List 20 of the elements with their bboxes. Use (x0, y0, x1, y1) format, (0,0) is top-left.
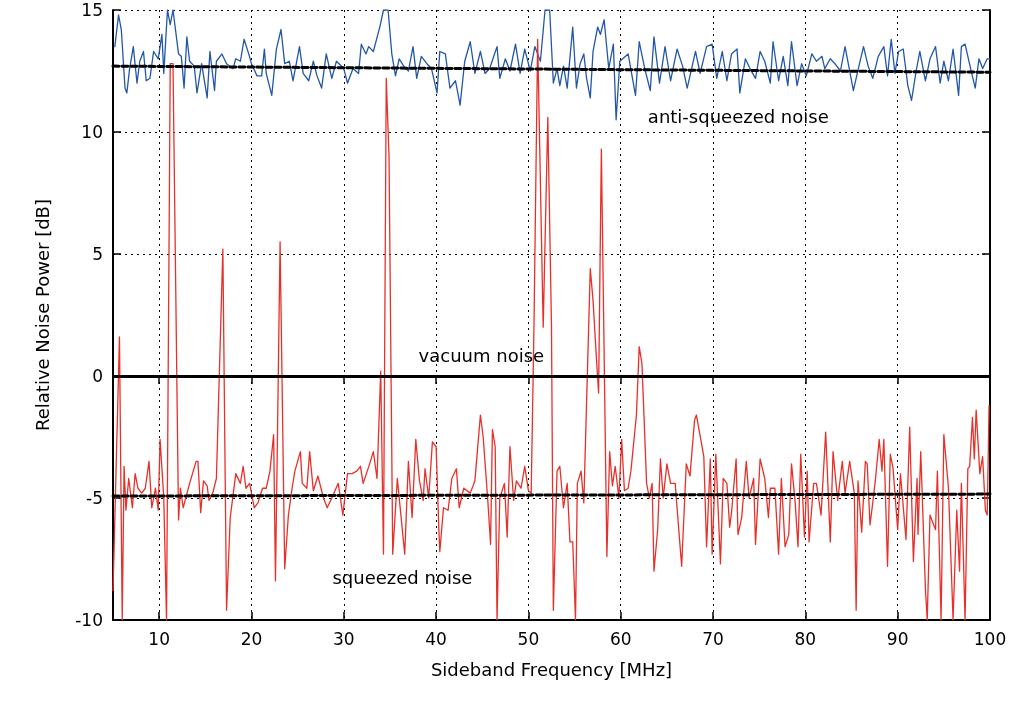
x-tick-label: 70 (702, 628, 724, 649)
x-tick-label: 90 (886, 628, 909, 649)
y-tick-label: -5 (86, 488, 103, 508)
y-axis-title: Relative Noise Power [dB] (31, 199, 53, 431)
y-tick-label: 5 (92, 244, 103, 264)
x-axis-title: Sideband Frequency [MHz] (430, 658, 673, 680)
x-tick-label: 50 (517, 628, 540, 649)
x-tick-label: 10 (148, 628, 170, 649)
x-tick-label: 30 (332, 628, 355, 649)
annotation: squeezed noise (332, 566, 473, 588)
y-tick-label: 15 (81, 0, 103, 20)
y-tick-label: 10 (81, 122, 103, 142)
y-tick-label: -10 (75, 610, 103, 630)
x-tick-label: 80 (794, 628, 817, 649)
x-tick-label: 100 (973, 628, 1007, 649)
x-tick-label: 40 (425, 628, 447, 649)
annotation: anti-squeezed noise (647, 106, 829, 128)
x-tick-label: 60 (609, 628, 632, 649)
x-tick-label: 20 (240, 628, 263, 649)
y-tick-label: 0 (92, 366, 103, 386)
